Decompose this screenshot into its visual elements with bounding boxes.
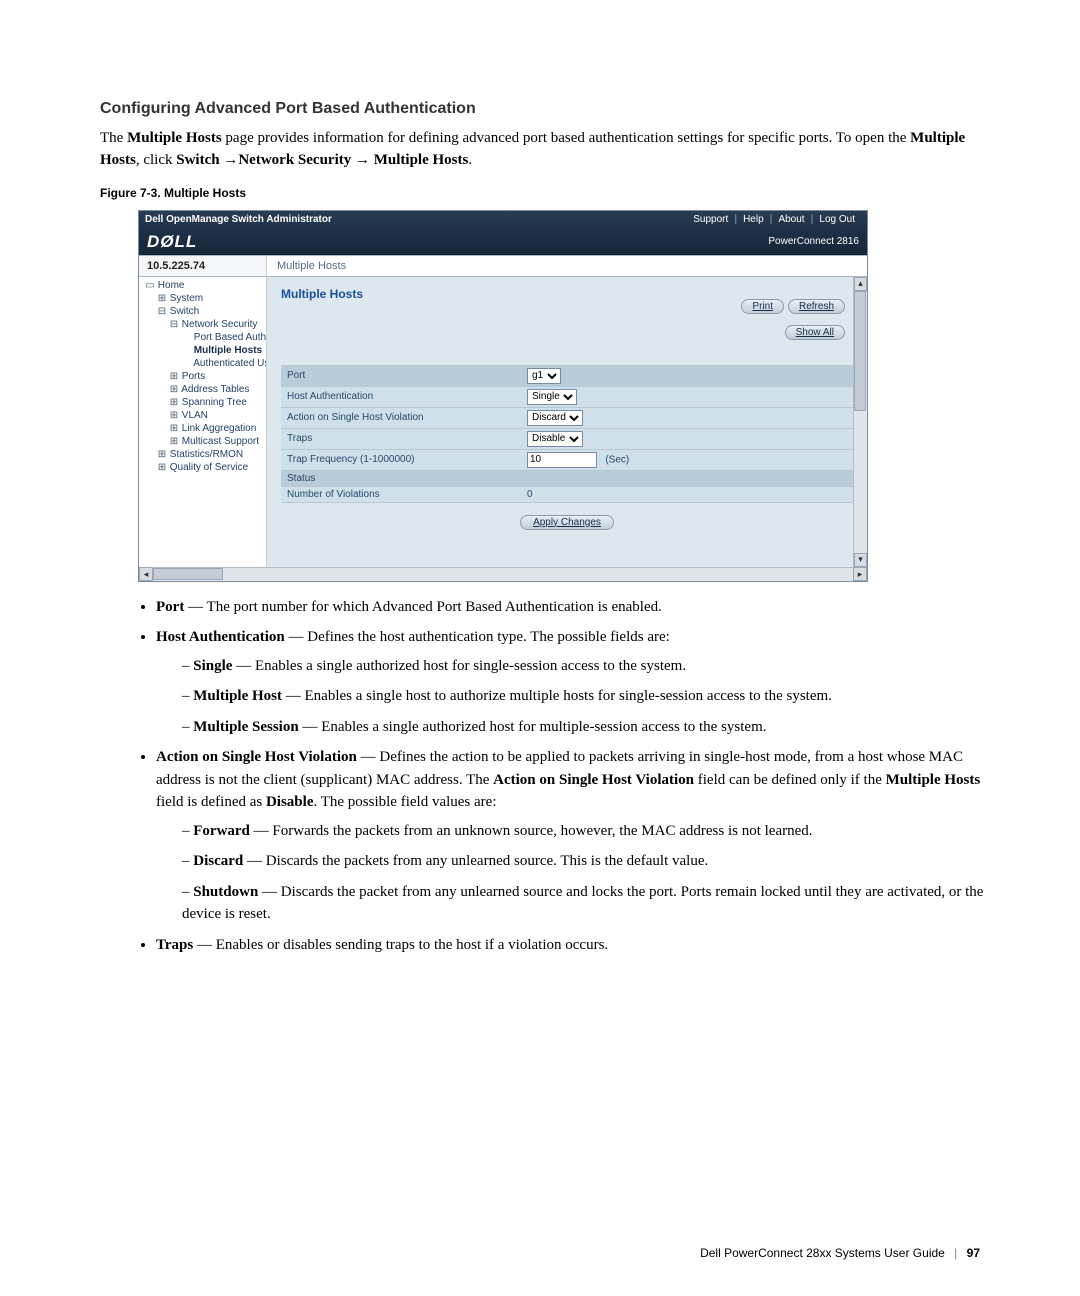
page-footer: Dell PowerConnect 28xx Systems User Guid… <box>700 1246 980 1260</box>
tree-node[interactable]: ▭ Home <box>141 279 266 292</box>
intro-paragraph: The Multiple Hosts page provides informa… <box>100 128 985 172</box>
setting-select[interactable]: Discard <box>527 410 583 426</box>
sub-bullet-item: Multiple Host — Enables a single host to… <box>182 685 985 708</box>
refresh-button[interactable]: Refresh <box>788 299 845 314</box>
horizontal-scrollbar[interactable]: ◂ ▸ <box>139 567 867 581</box>
setting-label: Traps <box>281 428 521 449</box>
tree-node[interactable]: ⊞ Link Aggregation <box>141 422 266 435</box>
breadcrumb: Multiple Hosts <box>267 256 867 276</box>
nav-tree[interactable]: ▭ Home⊞ System⊟ Switch⊟ Network Security… <box>139 277 267 567</box>
setting-value: g1 <box>521 365 853 386</box>
app-title: Dell OpenManage Switch Administrator <box>145 214 687 225</box>
sub-bullet-item: Forward — Forwards the packets from an u… <box>182 820 985 843</box>
setting-label: Number of Violations <box>281 486 521 502</box>
setting-select[interactable]: Disable <box>527 431 583 447</box>
support-link[interactable]: Support <box>693 214 728 225</box>
sub-bullet-item: Discard — Discards the packets from any … <box>182 850 985 873</box>
content-panel: Multiple Hosts Print Refresh Show All Po… <box>267 277 867 567</box>
breadcrumb-row: 10.5.225.74 Multiple Hosts <box>139 255 867 277</box>
setting-value: 0 <box>521 486 853 502</box>
tree-node[interactable]: ⊞ Address Tables <box>141 383 266 396</box>
setting-value: Single <box>521 386 853 407</box>
tree-node[interactable]: ⊞ Quality of Service <box>141 461 266 474</box>
show-all-button[interactable]: Show All <box>785 325 845 340</box>
bullet-item: Port — The port number for which Advance… <box>156 596 985 619</box>
settings-table: Port g1 Host Authentication Single Action on… <box>281 365 853 503</box>
setting-value <box>521 470 853 486</box>
setting-label: Port <box>281 365 521 386</box>
tree-node[interactable]: ⊞ Multicast Support <box>141 435 266 448</box>
sub-bullet-item: Multiple Session — Enables a single auth… <box>182 716 985 739</box>
sub-bullet-item: Shutdown — Discards the packet from any … <box>182 881 985 926</box>
section-heading: Configuring Advanced Port Based Authenti… <box>100 100 985 118</box>
bullet-item: Host Authentication — Defines the host a… <box>156 626 985 738</box>
tree-node[interactable]: ⊟ Switch <box>141 305 266 318</box>
setting-label: Trap Frequency (1-1000000) <box>281 449 521 470</box>
help-link[interactable]: Help <box>743 214 764 225</box>
setting-label: Action on Single Host Violation <box>281 407 521 428</box>
logo-row: DØLL PowerConnect 2816 <box>139 229 867 255</box>
logout-link[interactable]: Log Out <box>819 214 855 225</box>
setting-input[interactable] <box>527 452 597 468</box>
bullet-list: Port — The port number for which Advance… <box>156 596 985 957</box>
tree-node[interactable]: ⊞ Statistics/RMON <box>141 448 266 461</box>
setting-label: Status <box>281 470 521 486</box>
setting-value: (Sec) <box>521 449 853 470</box>
apply-changes-button[interactable]: Apply Changes <box>520 515 614 530</box>
dell-logo: DØLL <box>147 232 197 252</box>
setting-select[interactable]: Single <box>527 389 577 405</box>
scroll-left-icon[interactable]: ◂ <box>139 567 153 581</box>
tree-node[interactable]: Port Based Authentic <box>141 331 266 344</box>
bullet-item: Traps — Enables or disables sending trap… <box>156 934 985 957</box>
tree-node[interactable]: Multiple Hosts <box>141 344 266 357</box>
scroll-right-icon[interactable]: ▸ <box>853 567 867 581</box>
device-ip: 10.5.225.74 <box>139 256 267 276</box>
vertical-scrollbar[interactable]: ▴ ▾ <box>853 277 867 567</box>
app-title-bar: Dell OpenManage Switch Administrator Sup… <box>139 211 867 229</box>
setting-select[interactable]: g1 <box>527 368 561 384</box>
tree-node[interactable]: Authenticated Users <box>141 357 266 370</box>
setting-value: Disable <box>521 428 853 449</box>
scroll-down-icon[interactable]: ▾ <box>854 553 867 567</box>
device-model: PowerConnect 2816 <box>768 236 859 247</box>
tree-node[interactable]: ⊞ Spanning Tree <box>141 396 266 409</box>
tree-node[interactable]: ⊟ Network Security <box>141 318 266 331</box>
sub-bullet-item: Single — Enables a single authorized hos… <box>182 655 985 678</box>
bullet-item: Action on Single Host Violation — Define… <box>156 746 985 926</box>
page-number: 97 <box>967 1246 980 1260</box>
print-button[interactable]: Print <box>741 299 784 314</box>
screenshot-multiple-hosts: Dell OpenManage Switch Administrator Sup… <box>138 210 868 582</box>
footer-doc-title: Dell PowerConnect 28xx Systems User Guid… <box>700 1246 945 1260</box>
setting-value: Discard <box>521 407 853 428</box>
about-link[interactable]: About <box>778 214 804 225</box>
tree-node[interactable]: ⊞ Ports <box>141 370 266 383</box>
scroll-up-icon[interactable]: ▴ <box>854 277 867 291</box>
tree-node[interactable]: ⊞ VLAN <box>141 409 266 422</box>
figure-caption: Figure 7-3. Multiple Hosts <box>100 186 985 200</box>
setting-label: Host Authentication <box>281 386 521 407</box>
tree-node[interactable]: ⊞ System <box>141 292 266 305</box>
